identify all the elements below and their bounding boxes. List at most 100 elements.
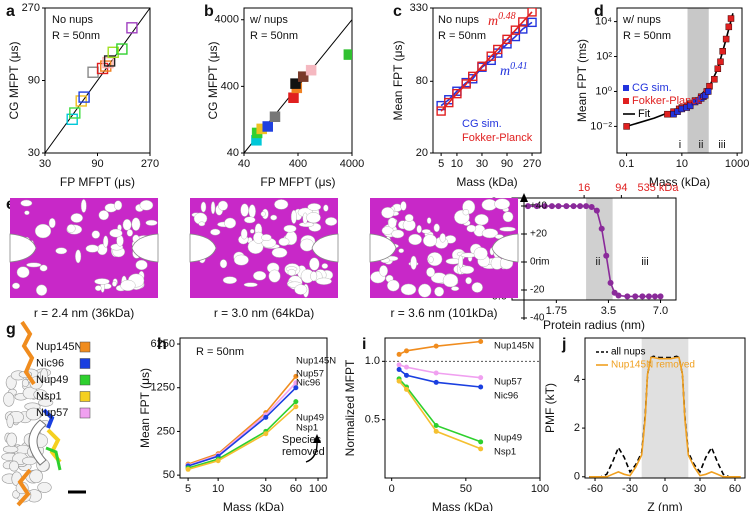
series-line [398, 380, 481, 450]
x-tick-label: 3.5 [601, 305, 616, 317]
plot-area [524, 203, 664, 300]
series-label: Nic96 [494, 391, 518, 402]
point [570, 203, 577, 210]
fit-power: 0.41 [510, 61, 528, 72]
chart-panel: a 30 90 270 30 90 270 FP MFPT (μs) CG MFPT (μs) N… [6, 2, 159, 189]
point [436, 106, 446, 116]
snapshot-void [114, 200, 123, 211]
snapshot-void [494, 198, 511, 210]
point [725, 23, 733, 31]
point [116, 43, 128, 55]
y-tick-label: 40 [227, 147, 239, 159]
strand [45, 446, 62, 471]
point [686, 102, 694, 110]
scale-label: 0nm [530, 257, 549, 268]
pore-wall [491, 233, 519, 263]
snapshot-void [91, 230, 100, 239]
legend-label: CG sim. [632, 82, 672, 94]
structure-blob [29, 469, 43, 484]
y-tick-label: 400 [221, 80, 239, 92]
point [548, 203, 555, 210]
y-tick-label: 0.5 [365, 414, 380, 426]
snapshot-void [428, 255, 434, 264]
snapshot-void [306, 212, 321, 224]
snapshot-caption: r = 2.4 nm (36kDa) [34, 306, 134, 320]
snapshot-void [243, 282, 258, 287]
legend-swatch [79, 358, 91, 369]
region-label: i [539, 256, 541, 268]
fit-label: m0.41 [500, 61, 528, 79]
point [444, 97, 454, 108]
point [502, 34, 512, 45]
point [717, 58, 724, 66]
y-tick-label: 4 [574, 373, 580, 385]
point [433, 379, 439, 385]
snapshot-void [249, 229, 255, 234]
snapshot-void [404, 214, 414, 222]
series-label: Nsp1 [494, 447, 516, 458]
snapshot-void [426, 267, 435, 278]
structure-blob [33, 389, 48, 401]
series-label: Nup57 [494, 377, 522, 388]
point [396, 362, 402, 368]
point [623, 123, 630, 130]
point [583, 203, 590, 210]
y-axis-label: Normalized MFPT [343, 359, 357, 456]
legend-label: Nup145N [36, 341, 83, 353]
scale-label: -40 [530, 313, 545, 324]
point [305, 64, 317, 76]
snapshot-void [278, 237, 290, 246]
x-tick-label: 90 [91, 158, 103, 170]
point [651, 293, 658, 300]
snapshot-void [261, 234, 272, 241]
x-axis-label: Mass (kDa) [456, 175, 517, 189]
point [433, 428, 439, 434]
chart-panel: h 5 10 30 60 100 50 250 1250 6250 Mass (kDa) Mean F… [138, 336, 336, 514]
snapshot-void [217, 200, 228, 211]
plot-area [396, 339, 484, 452]
snapshot-void [243, 216, 256, 224]
snapshot-void [222, 276, 237, 284]
plot-area [623, 13, 735, 130]
shaded-band [687, 8, 709, 153]
x-tick-label: 4000 [340, 158, 364, 170]
point [478, 446, 484, 452]
snapshot-void [421, 229, 431, 234]
snapshot-void [122, 219, 132, 231]
snapshot-void [248, 204, 256, 219]
legend-label: CG sim. [462, 118, 502, 130]
y-tick-label: 20 [416, 147, 428, 159]
x-axis-label: Mass (kDa) [649, 175, 710, 189]
legend-swatch [623, 98, 629, 104]
snapshot-void [112, 280, 117, 287]
fit-base: m [488, 14, 498, 29]
point [533, 203, 540, 210]
snapshot-void [94, 285, 102, 291]
structure-blob [37, 482, 52, 493]
point [452, 88, 462, 99]
legend-swatch [623, 85, 629, 91]
point [624, 293, 631, 300]
annotation: w/ nups [622, 14, 661, 26]
legend-label: Nsp1 [36, 390, 62, 402]
series-label: Nsp1 [296, 423, 318, 434]
point [293, 380, 299, 386]
top-tick-label: 16 [578, 182, 590, 194]
snapshot-void [315, 277, 332, 285]
point [262, 121, 273, 132]
snapshot-void [473, 247, 488, 261]
y-tick-label: 4000 [215, 14, 239, 26]
snapshot-void [94, 278, 110, 285]
snapshot-void [270, 214, 278, 221]
point [293, 373, 299, 379]
plot-area [185, 373, 299, 472]
structure-blob [9, 460, 19, 472]
point [493, 44, 503, 55]
point [704, 88, 712, 95]
plot-area [251, 49, 352, 146]
point [541, 203, 548, 210]
top-tick-label: 535 kDa [637, 182, 679, 194]
plot-frame [384, 337, 541, 479]
snapshot-void [260, 211, 266, 217]
series-line [187, 382, 297, 466]
